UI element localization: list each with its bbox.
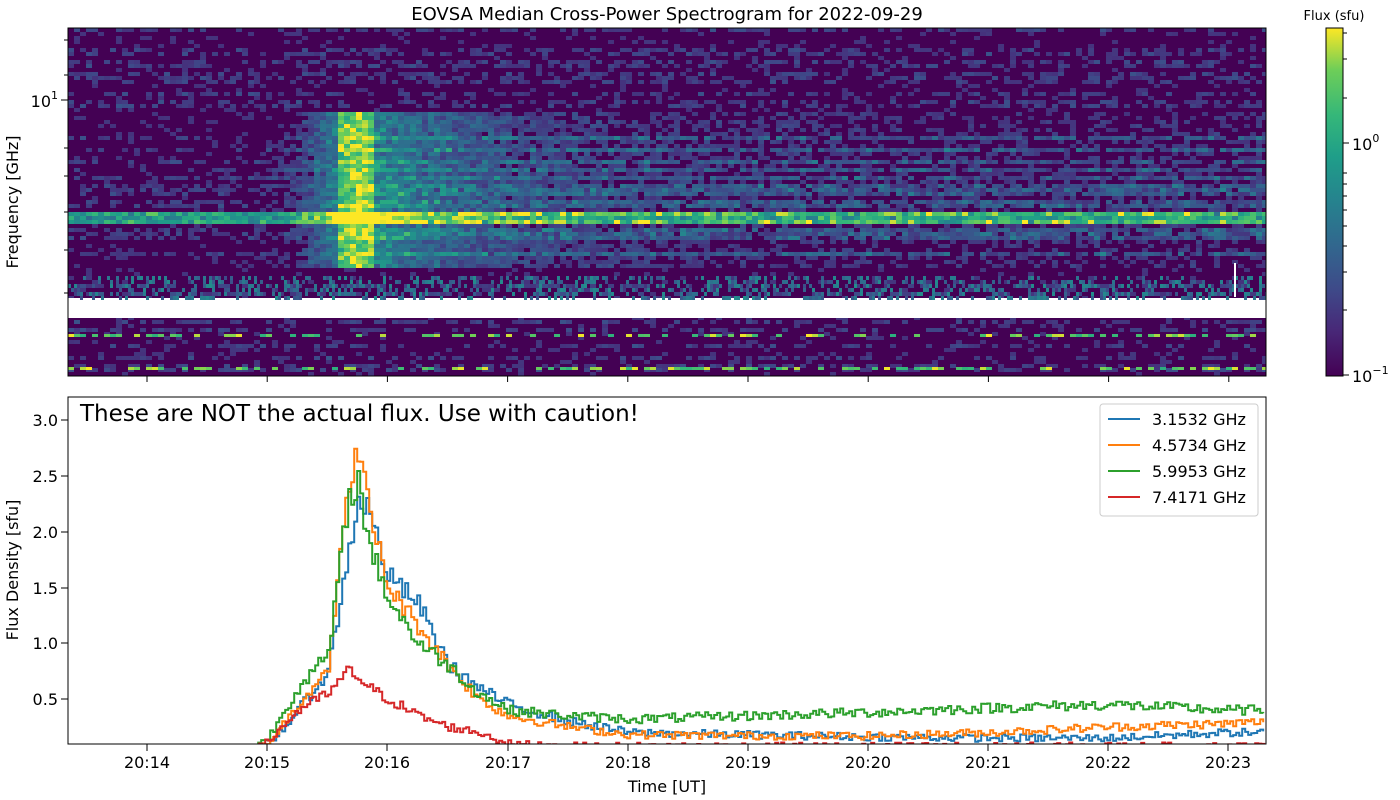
ytick-2-0: 2.0 [33,523,58,542]
ytick-1-0: 1.0 [33,634,58,653]
series-line-3 [257,470,1265,744]
legend-label-4: 7.4171 GHz [1152,488,1246,507]
colorbar-minor-ticks [1343,32,1347,311]
xtick-2023: 20:23 [1205,753,1251,772]
legend-box [1099,403,1259,517]
colorbar-title: Flux (sfu) [1304,9,1365,24]
ytick-3-0: 3.0 [33,411,58,430]
ytick-1-5: 1.5 [33,579,58,598]
series-line-1 [260,495,1265,744]
xtick-2021: 20:21 [965,753,1011,772]
spectrogram-frame [67,27,1267,377]
spectrogram-minor-ticks [64,39,68,294]
spectrogram-ytick-label: 101 [31,89,58,111]
colorbar-tick-label-1: 100 [1352,132,1379,154]
spectrogram-heatmap [68,28,1266,376]
xtick-2020: 20:20 [845,753,891,772]
xtick-2016: 20:16 [364,753,410,772]
xtick-2015: 20:15 [244,753,290,772]
ytick-2-5: 2.5 [33,467,58,486]
xtick-2014: 20:14 [124,753,170,772]
lightcurve-series [257,447,1266,744]
lightcurve-yticks: 0.5 1.0 1.5 2.0 2.5 3.0 [33,411,68,709]
lightcurve-frame [67,396,1267,745]
spectrogram-ylabel: Frequency [GHz] [3,135,22,268]
lightcurve-annotation: These are NOT the actual flux. Use with … [79,401,639,427]
xtick-2018: 20:18 [605,753,651,772]
lightcurve-xticks: 20:14 20:15 20:16 20:17 20:18 20:19 20:2… [124,744,1251,772]
xtick-2022: 20:22 [1085,753,1131,772]
spectrogram-xticks [146,376,1230,382]
colorbar-tick-label-2: 10−1 [1352,364,1389,386]
series-line-2 [260,447,1265,744]
legend-label-3: 5.9953 GHz [1152,462,1246,481]
ytick-0-5: 0.5 [33,690,58,709]
legend-label-1: 3.1532 GHz [1152,410,1246,429]
legend-label-2: 4.5734 GHz [1152,436,1246,455]
colorbar [1325,27,1344,377]
series-line-4 [258,665,1266,744]
xtick-2019: 20:19 [725,753,771,772]
lightcurve-ylabel: Flux Density [sfu] [3,500,22,641]
spectrogram-title: EOVSA Median Cross-Power Spectrogram for… [411,4,923,25]
xtick-2017: 20:17 [485,753,531,772]
lightcurve-legend: 3.1532 GHz 4.5734 GHz 5.9953 GHz 7.4171 … [1099,403,1259,517]
lightcurve-axes [68,397,1266,744]
lightcurve-xlabel: Time [UT] [627,777,706,796]
